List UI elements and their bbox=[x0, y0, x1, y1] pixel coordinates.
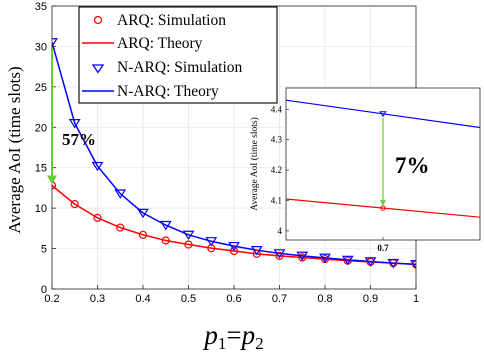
inset-y-tick-label: 4.2 bbox=[271, 165, 282, 175]
arq-sim-point bbox=[93, 213, 102, 222]
inset-gain-label: 7% bbox=[395, 153, 430, 178]
narq-sim-point bbox=[319, 253, 331, 264]
narq-sim-point bbox=[341, 255, 354, 266]
narq-sim-point bbox=[159, 220, 172, 231]
x-label-sub1: 1 bbox=[218, 334, 227, 353]
x-label-p2: p bbox=[240, 320, 256, 350]
narq-sim-point bbox=[250, 245, 263, 256]
x-axis-label: p1=p2 bbox=[202, 320, 263, 353]
y-tick-label: 35 bbox=[35, 1, 47, 13]
arq-sim-point bbox=[70, 200, 79, 209]
narq-sim-point bbox=[137, 208, 149, 219]
y-tick-label: 20 bbox=[35, 122, 47, 134]
x-tick-label: 0.2 bbox=[44, 293, 59, 305]
narq-sim-point bbox=[273, 249, 286, 259]
y-tick-label: 10 bbox=[35, 203, 47, 215]
legend-label: N-ARQ: Theory bbox=[117, 83, 219, 100]
arq-sim-point bbox=[161, 236, 170, 245]
main-series bbox=[52, 38, 416, 270]
y-tick-label: 15 bbox=[35, 163, 47, 175]
inset-y-tick-label: 4.1 bbox=[271, 195, 282, 205]
inset-annotation: 7% bbox=[380, 117, 430, 207]
arq-sim-point bbox=[275, 251, 284, 260]
arq-sim-point bbox=[116, 223, 125, 232]
series-line-n-arq-theory bbox=[52, 42, 416, 266]
inset-plot: 0.7 4 4.1 4.2 4.3 4.4 Average AoI (time slots… bbox=[249, 87, 481, 253]
y-tick-label: 30 bbox=[35, 41, 47, 53]
legend-circle-marker bbox=[93, 15, 103, 25]
narq-sim-point bbox=[68, 119, 81, 129]
x-label-sub2: 2 bbox=[255, 334, 264, 353]
y-axis-label: Average AoI (time slots) bbox=[5, 66, 24, 233]
x-tick-label: 0.3 bbox=[90, 293, 105, 305]
narq-sim-point bbox=[114, 189, 127, 199]
narq-sim-point bbox=[52, 38, 58, 48]
legend-label: N-ARQ: Simulation bbox=[117, 59, 243, 76]
inset-y-tick-label: 4.3 bbox=[271, 135, 283, 145]
inset-y-axis-label: Average AoI (time slots) bbox=[249, 117, 260, 210]
legend-entry-arq-sim: ARQ: Simulation bbox=[93, 12, 226, 29]
arq-sim-point bbox=[138, 230, 148, 239]
arq-sim-point bbox=[252, 249, 261, 258]
arq-sim-point bbox=[229, 246, 239, 256]
legend: ARQ: Simulation ARQ: Theory N-ARQ: Simul… bbox=[78, 6, 278, 104]
x-tick-label: 0.5 bbox=[181, 293, 196, 305]
inset-narq-point bbox=[379, 111, 387, 118]
narq-sim-point bbox=[228, 241, 240, 252]
narq-sim-point bbox=[296, 251, 309, 262]
legend-entry-narq-sim: N-ARQ: Simulation bbox=[91, 59, 243, 76]
legend-box bbox=[78, 6, 278, 104]
y-tick-label: 25 bbox=[35, 82, 47, 94]
inset-x-tick-label: 0.7 bbox=[377, 243, 389, 253]
narq-sim-point bbox=[91, 161, 104, 172]
x-label-p1: p bbox=[202, 320, 218, 350]
narq-sim-point bbox=[205, 237, 218, 247]
x-tick-label: 0.4 bbox=[135, 293, 150, 305]
x-tick-label: 0.6 bbox=[226, 293, 241, 305]
inset-ticks: 0.7 4 4.1 4.2 4.3 4.4 bbox=[271, 104, 389, 253]
legend-label: ARQ: Theory bbox=[117, 35, 203, 52]
x-tick-label: 0.7 bbox=[272, 293, 287, 305]
x-label-eq: = bbox=[226, 320, 241, 350]
x-tick-label: 0.9 bbox=[363, 293, 378, 305]
legend-entry-narq-theory: N-ARQ: Theory bbox=[82, 83, 219, 100]
inset-line-arq bbox=[286, 198, 480, 218]
legend-entry-arq-theory: ARQ: Theory bbox=[82, 35, 203, 52]
legend-label: ARQ: Simulation bbox=[117, 12, 226, 29]
x-tick-label: 0.8 bbox=[317, 293, 332, 305]
gain-label: 57% bbox=[62, 130, 96, 149]
inset-line-n-arq bbox=[286, 99, 480, 129]
main-annotation: 57% bbox=[47, 48, 96, 185]
arq-sim-point bbox=[411, 260, 416, 269]
legend-triangle-marker bbox=[91, 64, 105, 74]
narq-sim-point bbox=[410, 260, 416, 270]
arq-sim-point bbox=[52, 181, 57, 190]
inset-y-tick-label: 4.4 bbox=[271, 104, 283, 114]
narq-sim-point bbox=[387, 258, 400, 269]
y-tick-label: 0 bbox=[41, 284, 47, 296]
inset-y-tick-label: 4 bbox=[278, 226, 283, 236]
gain-arrow-head bbox=[47, 175, 57, 185]
arq-sim-point bbox=[184, 240, 193, 249]
narq-sim-point bbox=[364, 257, 377, 267]
y-tick-label: 5 bbox=[41, 244, 47, 256]
x-tick-label: 1 bbox=[413, 293, 419, 305]
narq-sim-point bbox=[182, 230, 195, 241]
inset-gain-arrow-head bbox=[380, 200, 386, 207]
